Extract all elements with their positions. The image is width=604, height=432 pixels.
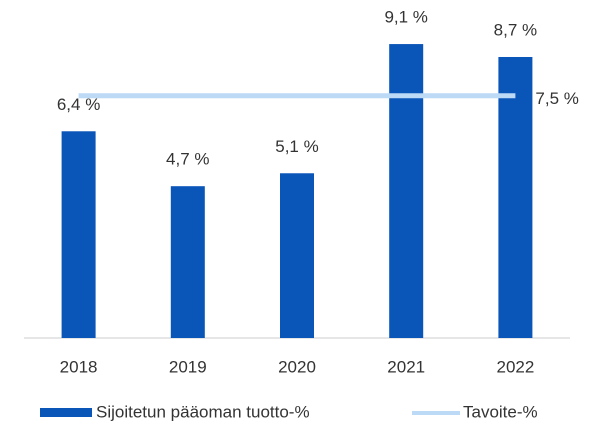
- value-label: 9,1 %: [384, 8, 427, 27]
- x-tick-label: 2019: [169, 357, 207, 376]
- bar: [498, 56, 533, 339]
- bar: [280, 173, 314, 338]
- bar: [389, 44, 424, 338]
- target-label: 7,5 %: [535, 89, 578, 108]
- value-label: 4,7 %: [166, 150, 209, 169]
- legend-label: Sijoitetun pääoman tuotto-%: [96, 402, 310, 421]
- bar: [61, 131, 96, 338]
- bar: [170, 186, 205, 338]
- x-tick-label: 2021: [387, 357, 425, 376]
- x-tick-label: 2020: [278, 357, 316, 376]
- legend-label: Tavoite-%: [463, 402, 538, 421]
- value-label: 5,1 %: [275, 137, 318, 156]
- legend-swatch: [40, 408, 92, 417]
- value-label: 8,7 %: [494, 20, 537, 39]
- x-tick-label: 2022: [496, 357, 534, 376]
- x-tick-label: 2018: [60, 357, 98, 376]
- value-label: 6,4 %: [57, 95, 100, 114]
